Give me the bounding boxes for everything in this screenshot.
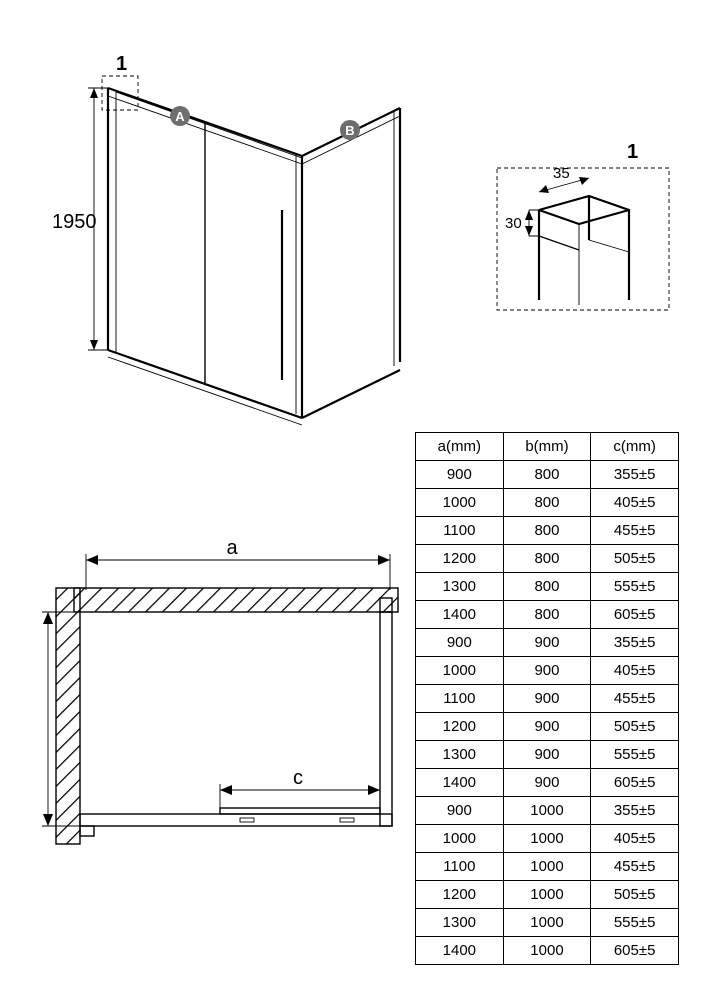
table-cell: 555±5	[591, 741, 679, 769]
detail-title: 1	[627, 141, 638, 163]
table-cell: 1200	[416, 881, 504, 909]
col-b: b(mm)	[503, 433, 591, 461]
table-cell: 555±5	[591, 573, 679, 601]
table-cell: 800	[503, 517, 591, 545]
table-cell: 1000	[503, 937, 591, 965]
table-cell: 900	[503, 741, 591, 769]
detail-width: 35	[553, 165, 570, 182]
table-cell: 605±5	[591, 601, 679, 629]
table-cell: 1000	[503, 881, 591, 909]
table-cell: 1000	[503, 825, 591, 853]
isometric-view: 1 A B 1950	[50, 50, 430, 480]
table-row: 1200800505±5	[416, 545, 679, 573]
table-cell: 1200	[416, 545, 504, 573]
table-row: 1000800405±5	[416, 489, 679, 517]
table-cell: 900	[416, 797, 504, 825]
table-cell: 800	[503, 461, 591, 489]
table-cell: 900	[503, 685, 591, 713]
table-row: 12001000505±5	[416, 881, 679, 909]
table-row: 10001000405±5	[416, 825, 679, 853]
table-cell: 1000	[503, 797, 591, 825]
table-cell: 1000	[503, 909, 591, 937]
table-cell: 900	[503, 769, 591, 797]
table-row: 1300800555±5	[416, 573, 679, 601]
table-row: 1400900605±5	[416, 769, 679, 797]
detail-view: 1 35 30	[479, 140, 679, 320]
table-cell: 355±5	[591, 629, 679, 657]
table-cell: 405±5	[591, 489, 679, 517]
table-row: 1300900555±5	[416, 741, 679, 769]
table-row: 1200900505±5	[416, 713, 679, 741]
table-row: 1100900455±5	[416, 685, 679, 713]
table-cell: 1000	[416, 489, 504, 517]
table-cell: 800	[503, 545, 591, 573]
table-row: 13001000555±5	[416, 909, 679, 937]
callout-b-text: B	[345, 123, 354, 138]
table-cell: 1100	[416, 853, 504, 881]
table-cell: 1400	[416, 601, 504, 629]
table-cell: 505±5	[591, 881, 679, 909]
table-cell: 1100	[416, 685, 504, 713]
table-cell: 900	[503, 713, 591, 741]
table-row: 1000900405±5	[416, 657, 679, 685]
table-cell: 455±5	[591, 853, 679, 881]
table-cell: 1400	[416, 937, 504, 965]
table-row: 11001000455±5	[416, 853, 679, 881]
table-cell: 555±5	[591, 909, 679, 937]
dim-c-label: c	[293, 767, 303, 789]
col-c: c(mm)	[591, 433, 679, 461]
table-cell: 355±5	[591, 797, 679, 825]
table-cell: 505±5	[591, 545, 679, 573]
detail-frame	[497, 168, 669, 310]
table-cell: 800	[503, 573, 591, 601]
table-cell: 800	[503, 489, 591, 517]
table-cell: 1200	[416, 713, 504, 741]
table-row: 9001000355±5	[416, 797, 679, 825]
dimensions-table: a(mm) b(mm) c(mm) 900800355±51000800405±…	[415, 432, 679, 965]
table-cell: 900	[503, 629, 591, 657]
table-row: 1400800605±5	[416, 601, 679, 629]
table-cell: 1300	[416, 573, 504, 601]
table-cell: 355±5	[591, 461, 679, 489]
table-cell: 1000	[416, 657, 504, 685]
table-cell: 1100	[416, 517, 504, 545]
table-row: 900800355±5	[416, 461, 679, 489]
height-dimension: 1950	[52, 211, 97, 233]
table-cell: 900	[416, 629, 504, 657]
detail-ref-label: 1	[116, 53, 127, 75]
plan-view: a c b	[40, 530, 410, 870]
wall-top	[74, 588, 398, 612]
table-cell: 605±5	[591, 769, 679, 797]
table-cell: 505±5	[591, 713, 679, 741]
dim-a-label: a	[226, 537, 238, 559]
table-cell: 900	[416, 461, 504, 489]
table-row: 1100800455±5	[416, 517, 679, 545]
table-cell: 1000	[503, 853, 591, 881]
detail-height: 30	[505, 215, 522, 232]
table-header-row: a(mm) b(mm) c(mm)	[416, 433, 679, 461]
table-cell: 405±5	[591, 657, 679, 685]
table-cell: 900	[503, 657, 591, 685]
table-row: 900900355±5	[416, 629, 679, 657]
table-cell: 455±5	[591, 517, 679, 545]
table-cell: 455±5	[591, 685, 679, 713]
table-cell: 605±5	[591, 937, 679, 965]
table-cell: 1300	[416, 741, 504, 769]
wall-left	[56, 588, 80, 844]
table-cell: 1000	[416, 825, 504, 853]
callout-a-text: A	[175, 109, 185, 124]
table-cell: 1300	[416, 909, 504, 937]
col-a: a(mm)	[416, 433, 504, 461]
table-cell: 800	[503, 601, 591, 629]
table-row: 14001000605±5	[416, 937, 679, 965]
table-cell: 1400	[416, 769, 504, 797]
table-cell: 405±5	[591, 825, 679, 853]
